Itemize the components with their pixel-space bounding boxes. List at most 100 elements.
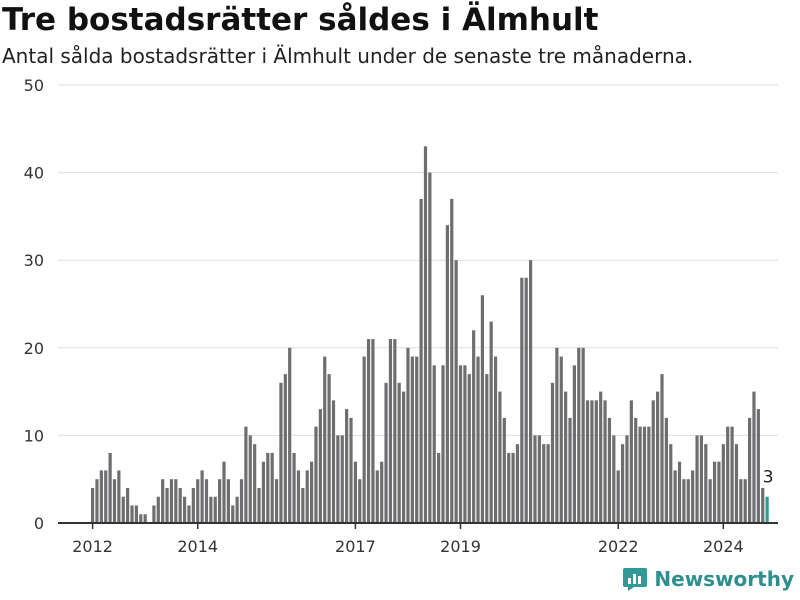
bar [664,417,668,523]
bar [511,452,515,523]
bar [677,461,682,523]
bar [638,426,642,523]
bar [647,426,651,523]
bar [546,444,550,523]
bar [620,444,625,523]
bar [196,479,200,523]
bar [550,382,555,523]
bar [712,461,717,523]
bar [419,198,423,523]
bar [358,479,362,523]
bar [95,479,99,523]
bar [336,435,340,523]
bar [353,461,357,523]
bar [270,452,274,523]
x-tick-label: 2012 [72,537,113,556]
chart-title: Tre bostadsrätter såldes i Älmhult [2,2,599,38]
bar [423,146,428,523]
x-tick-label: 2024 [703,537,744,556]
bar [331,400,336,523]
bar [345,409,349,523]
y-axis: 0 10 20 30 40 50 [24,76,44,533]
bar [231,505,235,523]
bar [721,444,725,523]
y-tick-label: 0 [34,514,44,533]
bar [143,514,147,523]
bar [734,444,739,523]
bar [699,435,704,523]
bar [428,172,432,523]
bars [91,146,769,523]
bar [743,479,747,523]
bar [318,409,322,523]
bar [717,461,721,523]
bar [213,496,217,523]
bar [327,374,331,523]
bar [432,365,436,523]
bar [704,444,708,523]
bar [244,426,248,523]
bar [529,260,533,523]
bar [445,225,449,523]
bar [599,391,603,523]
bar [537,435,541,523]
bar [555,347,559,523]
bar [261,461,266,523]
bar [467,374,471,523]
newsworthy-logo: Newsworthy [622,566,794,592]
x-tick-label: 2022 [598,537,639,556]
x-axis: 2012 2014 2017 2019 2022 2024 [58,522,778,556]
bar [463,365,467,523]
bar [564,391,568,523]
bar [134,505,138,523]
bar [761,487,765,523]
x-tick-label: 2017 [335,537,376,556]
bar [152,505,156,523]
bar [691,470,695,523]
bar [349,417,353,523]
bar [161,479,165,523]
bar [266,452,270,523]
bar [472,330,476,523]
bar [375,470,379,523]
bar [380,461,384,523]
bar [673,470,677,523]
bar [323,356,327,523]
x-tick-label: 2019 [440,537,481,556]
bar [187,505,191,523]
bar [502,417,506,523]
bar [117,470,121,523]
bar [756,409,760,523]
bar [292,452,296,523]
bar [174,479,178,523]
newsworthy-logo-icon [623,568,648,591]
bar [524,277,528,523]
y-tick-label: 40 [24,164,44,183]
bar [515,444,520,523]
bar [112,479,117,523]
bar [340,435,344,523]
bar [577,347,581,523]
bar [191,487,195,523]
bar [253,444,257,523]
bar [568,417,572,523]
bar [239,479,244,523]
bar [695,435,699,523]
bar [274,479,279,523]
bar [178,487,182,523]
bar [454,260,458,523]
bar [296,470,301,523]
bar [301,487,305,523]
chart-subtitle: Antal sålda bostadsrätter i Älmhult unde… [2,44,694,68]
bar [585,400,590,523]
bar [660,374,664,523]
bar [91,487,95,523]
bar [235,496,239,523]
bar [314,426,318,523]
bar [682,479,686,523]
bar [520,277,524,523]
bar [634,417,638,523]
bar [726,426,730,523]
bar [371,339,375,523]
bar [139,514,143,523]
